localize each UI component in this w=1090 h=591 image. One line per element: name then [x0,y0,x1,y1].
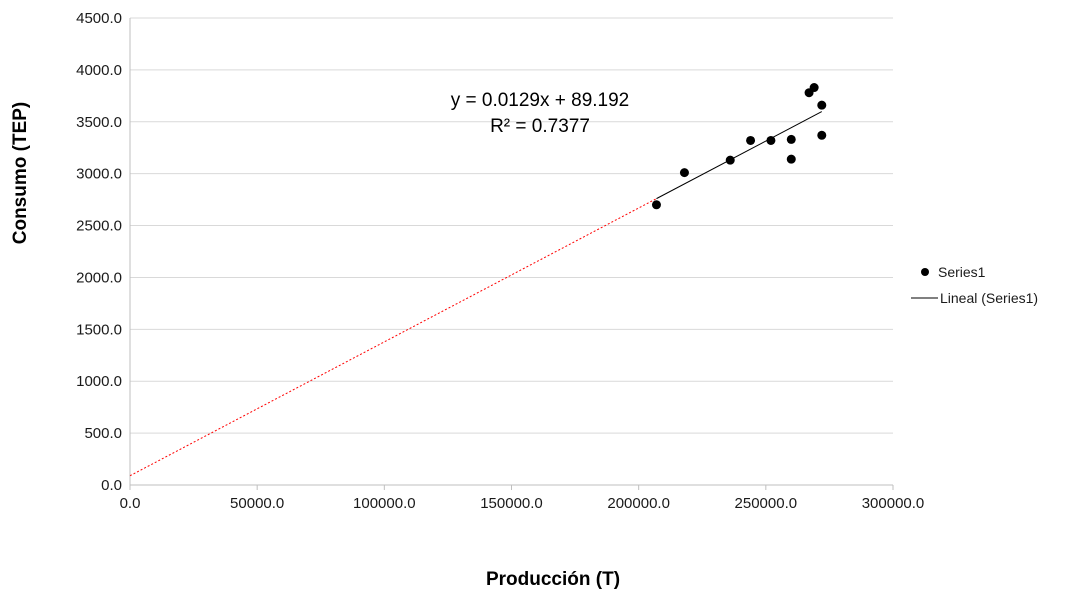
data-point [679,168,689,178]
axes [129,18,894,490]
legend-marker-series1 [921,268,929,276]
x-axis-title: Producción (T) [486,569,620,590]
x-tick-label: 250000.0 [735,495,798,512]
x-tick-label: 100000.0 [353,495,416,512]
data-points [651,83,827,210]
legend: Series1 Lineal (Series1) [911,264,1038,306]
x-tick-label: 150000.0 [480,495,543,512]
data-point [809,83,819,93]
x-tick-label: 300000.0 [862,495,925,512]
trendline-extension [129,198,657,477]
grid-lines [130,17,893,434]
trendline-group [129,111,823,477]
legend-label-trendline: Lineal (Series1) [940,290,1038,306]
trendline-equation: y = 0.0129x + 89.192 [451,90,630,111]
y-tick-label: 3000.0 [76,166,122,183]
y-tick-label: 3500.0 [76,114,122,131]
data-point [651,200,661,210]
y-tick-label: 2500.0 [76,218,122,235]
trendline [656,111,823,200]
data-point [766,135,776,145]
data-point [817,100,827,110]
r-squared-label: R² = 0.7377 [490,116,590,137]
x-tick-label: 50000.0 [230,495,284,512]
y-axis-title: Consumo (TEP) [10,102,31,245]
y-tick-label: 0.0 [101,477,122,494]
y-tick-label: 500.0 [84,425,122,442]
y-tick-label: 4000.0 [76,62,122,79]
y-tick-label: 1000.0 [76,373,122,390]
x-tick-label: 0.0 [120,495,141,512]
data-point [786,154,796,164]
y-tick-label: 1500.0 [76,321,122,338]
x-tick-label: 200000.0 [607,495,670,512]
tick-labels: 0.0 500.0 1000.0 1500.0 2000.0 2500.0 3000.0 35… [76,10,924,512]
data-point [786,134,796,144]
y-tick-label: 4500.0 [76,10,122,27]
data-point [725,155,735,165]
legend-label-series1: Series1 [938,264,986,280]
data-point [817,130,827,140]
data-point [746,135,756,145]
y-tick-label: 2000.0 [76,269,122,286]
